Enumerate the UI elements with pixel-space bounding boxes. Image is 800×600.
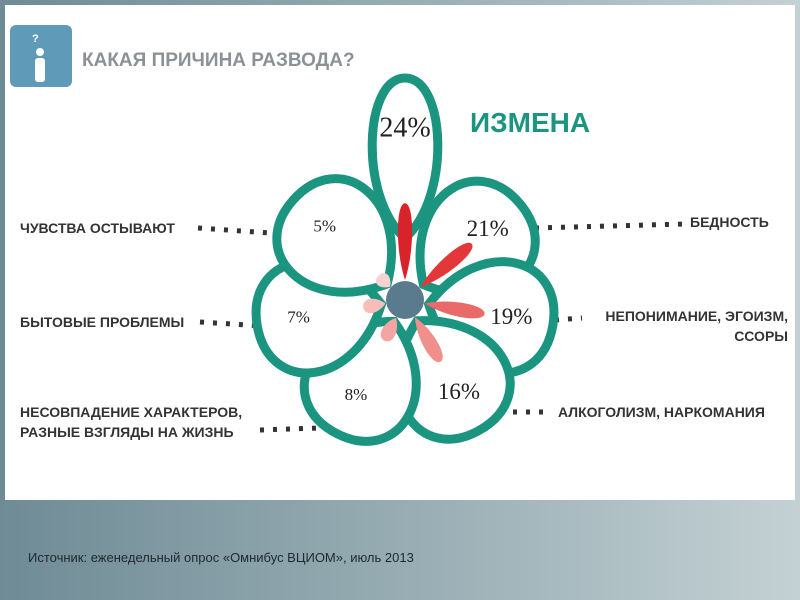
icon-mark: ? — [32, 33, 39, 45]
value-label: 5% — [313, 217, 336, 236]
category-label: НЕСОВПАДЕНИЕ ХАРАКТЕРОВ, РАЗНЫЕ ВЗГЛЯДЫ … — [20, 404, 243, 440]
icon — [10, 25, 72, 87]
value-petal — [380, 317, 398, 342]
value-label: 7% — [287, 308, 310, 327]
category-label: ЧУВСТВА ОСТЫВАЮТ — [20, 220, 175, 236]
petal — [367, 73, 443, 244]
value-label: 19% — [490, 304, 532, 329]
value-label: 21% — [467, 216, 509, 241]
category-label: НЕПОНИМАНИЕ, ЭГОИЗМ, ССОРЫ — [605, 308, 788, 344]
value-label: 24% — [379, 112, 430, 143]
category-label: БЕДНОСТЬ — [690, 214, 769, 230]
decor — [197, 221, 686, 433]
center — [386, 281, 424, 319]
value-label: 8% — [345, 385, 368, 404]
icon-body — [35, 58, 45, 82]
value-label: 16% — [438, 379, 480, 404]
value-petal — [397, 203, 413, 280]
category-label: АЛКОГОЛИЗМ, НАРКОМАНИЯ — [558, 404, 765, 420]
icon-head — [36, 48, 44, 56]
category-label: ИЗМЕНА — [470, 107, 591, 138]
value-petal — [415, 317, 443, 362]
value-petal — [375, 273, 391, 288]
petal — [272, 174, 397, 297]
chart-title: КАКАЯ ПРИЧИНА РАЗВОДА? — [82, 50, 355, 71]
value-petal — [424, 301, 485, 319]
category-label: БЫТОВЫЕ ПРОБЛЕМЫ — [20, 314, 185, 330]
value-petal — [363, 298, 386, 314]
value-petal — [420, 242, 473, 288]
source: Источник: еженедельный опрос «Омнибус ВЦ… — [28, 550, 414, 565]
